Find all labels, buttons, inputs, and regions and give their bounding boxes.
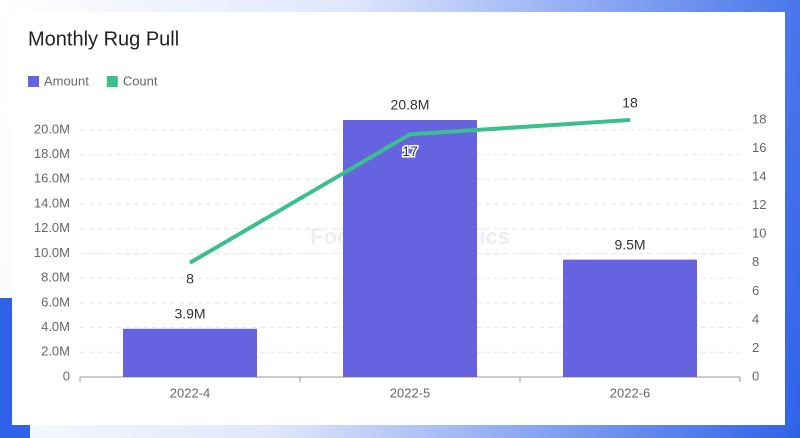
y-tick-label: 10.0M — [34, 245, 70, 260]
bar — [563, 259, 697, 377]
bar — [343, 120, 477, 377]
x-tick-label: 2022-5 — [390, 385, 430, 400]
legend-swatch — [106, 76, 118, 87]
y-tick-label: 4.0M — [41, 319, 70, 334]
y2-tick-label: 18 — [752, 111, 766, 126]
bar-value-label: 3.9M — [174, 306, 205, 322]
line-value-label: 18 — [622, 95, 638, 111]
y-tick-label: 16.0M — [34, 171, 70, 186]
y-tick-label: 6.0M — [41, 294, 70, 309]
legend-label: Amount — [44, 73, 89, 88]
y-tick-label: 14.0M — [34, 195, 70, 210]
legend-label: Count — [123, 73, 158, 88]
bar-value-label: 20.8M — [391, 97, 430, 113]
legend-swatch — [28, 76, 39, 87]
y2-tick-label: 14 — [752, 169, 766, 184]
y2-tick-label: 0 — [752, 368, 759, 383]
bar — [123, 328, 257, 377]
y-tick-label: 8.0M — [41, 270, 70, 285]
line — [188, 118, 631, 265]
y2-tick-label: 4 — [752, 311, 759, 326]
chart-title: Monthly Rug Pull — [28, 28, 179, 50]
x-tick-label: 2022-6 — [610, 385, 650, 400]
y2-tick-label: 6 — [752, 283, 759, 298]
y-tick-label: 18.0M — [34, 146, 70, 161]
bar-value-label: 9.5M — [614, 236, 645, 252]
x-tick-label: 2022-4 — [170, 385, 210, 400]
y-tick-label: 0 — [63, 368, 70, 383]
y-tick-label: 12.0M — [34, 220, 70, 235]
y2-tick-label: 12 — [752, 197, 766, 212]
line-value-label: 17 — [402, 143, 418, 159]
y2-tick-label: 16 — [752, 140, 766, 155]
y-tick-label: 20.0M — [34, 121, 70, 136]
line-value-label: 8 — [186, 270, 194, 286]
y2-tick-label: 8 — [752, 254, 759, 269]
y2-tick-label: 10 — [752, 226, 766, 241]
y-tick-label: 2.0M — [41, 344, 70, 359]
y2-tick-label: 2 — [752, 340, 759, 355]
